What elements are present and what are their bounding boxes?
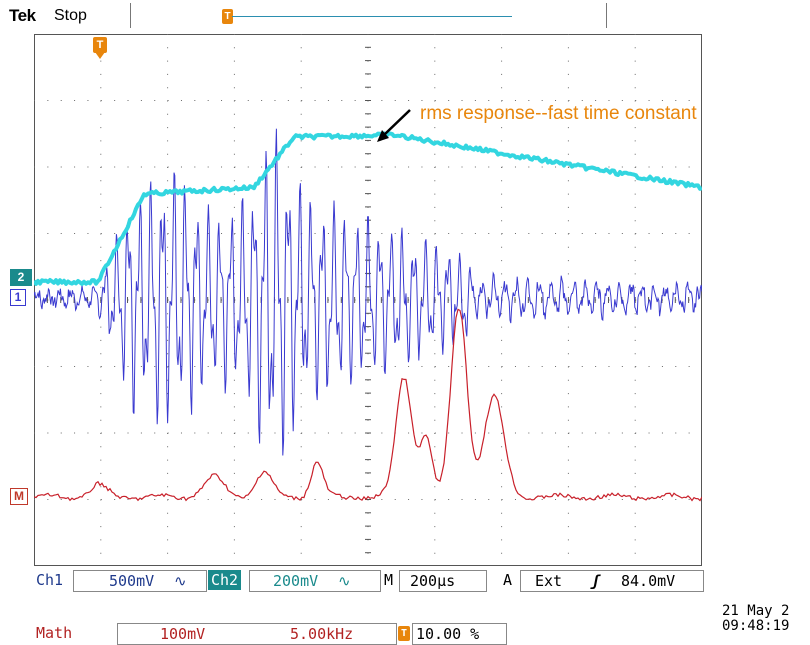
trigger-percent: 10.00 % [416, 624, 479, 644]
ch1-ground-marker[interactable]: 1 [10, 289, 26, 306]
math-ground-marker[interactable]: M [10, 488, 28, 505]
math-label: Math [36, 623, 72, 643]
ch2-scale: 200mV [273, 571, 318, 591]
run-state: Stop [54, 7, 87, 25]
record-view-bar [232, 16, 512, 17]
timebase-value: 200μs [410, 571, 455, 591]
ch2-coupling-icon: ∿ [338, 571, 351, 591]
time-readout: 09:48:19 [722, 619, 789, 634]
trigger-position-small-icon: T [398, 626, 410, 641]
divider [130, 3, 131, 28]
timebase-label: M [384, 570, 393, 590]
annotation-label: rms response--fast time constant [420, 103, 697, 125]
ch2-ground-marker[interactable]: 2 [10, 269, 32, 286]
brand-logo: Tek [9, 6, 36, 26]
ch1-label: Ch1 [36, 570, 63, 590]
math-frequency: 5.00kHz [290, 624, 353, 644]
trigger-level: 84.0mV [621, 571, 675, 591]
math-status-row: Math 100mV 5.00kHz T 10.00 % [0, 623, 810, 645]
divider [606, 3, 607, 28]
math-readout[interactable]: 100mV 5.00kHz [117, 623, 397, 645]
ch1-scale-readout[interactable]: 500mV ∿ [73, 570, 207, 592]
ch2-scale-readout[interactable]: 200mV ∿ [249, 570, 381, 592]
channel-status-row: Ch1 500mV ∿ Ch2 200mV ∿ M 200μs A Ext ʃ … [0, 570, 810, 592]
date-readout: 21 May 2 [722, 604, 789, 619]
trigger-slope-icon: ʃ [591, 571, 600, 591]
ch1-coupling-icon: ∿ [174, 571, 187, 591]
trigger-mode: A [503, 570, 512, 590]
trigger-position-icon: T [93, 37, 107, 61]
top-bar: Tek Stop T [0, 0, 810, 34]
ch1-scale: 500mV [109, 571, 154, 591]
math-scale: 100mV [160, 624, 205, 644]
trigger-source: Ext [535, 571, 562, 591]
trigger-position-readout[interactable]: 10.00 % [412, 623, 507, 645]
timebase-readout[interactable]: 200μs [399, 570, 487, 592]
ch2-label: Ch2 [208, 570, 241, 590]
trigger-readout[interactable]: Ext ʃ 84.0mV [520, 570, 704, 592]
